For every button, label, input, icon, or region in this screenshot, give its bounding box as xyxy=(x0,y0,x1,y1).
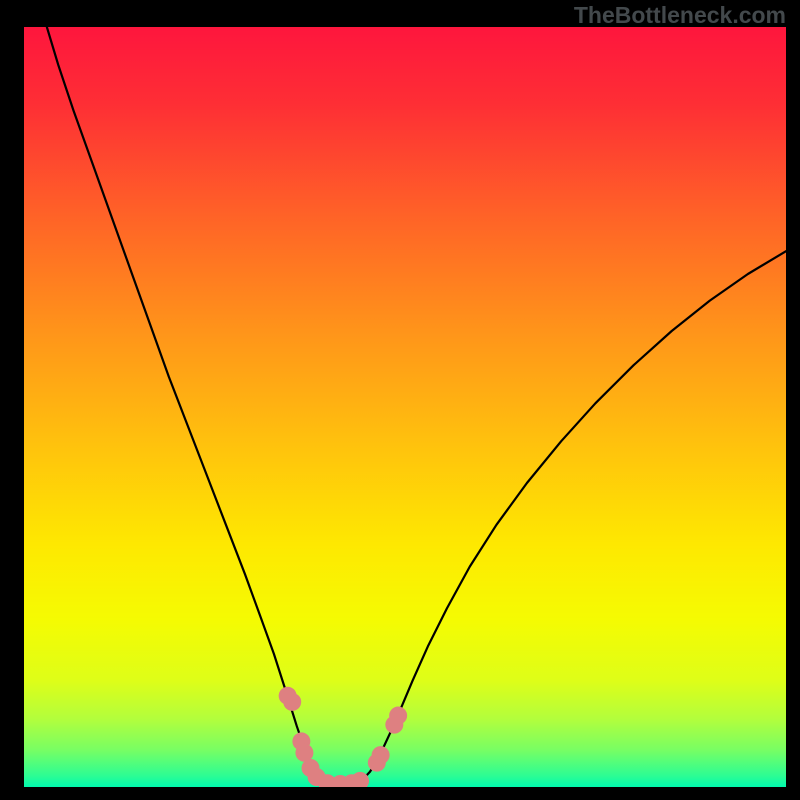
data-marker xyxy=(372,746,390,764)
plot-area xyxy=(24,27,786,787)
gradient-background xyxy=(24,27,786,787)
data-marker xyxy=(283,693,301,711)
watermark-text: TheBottleneck.com xyxy=(574,2,786,29)
chart-svg xyxy=(24,27,786,787)
chart-frame: TheBottleneck.com xyxy=(0,0,800,800)
data-marker xyxy=(389,707,407,725)
